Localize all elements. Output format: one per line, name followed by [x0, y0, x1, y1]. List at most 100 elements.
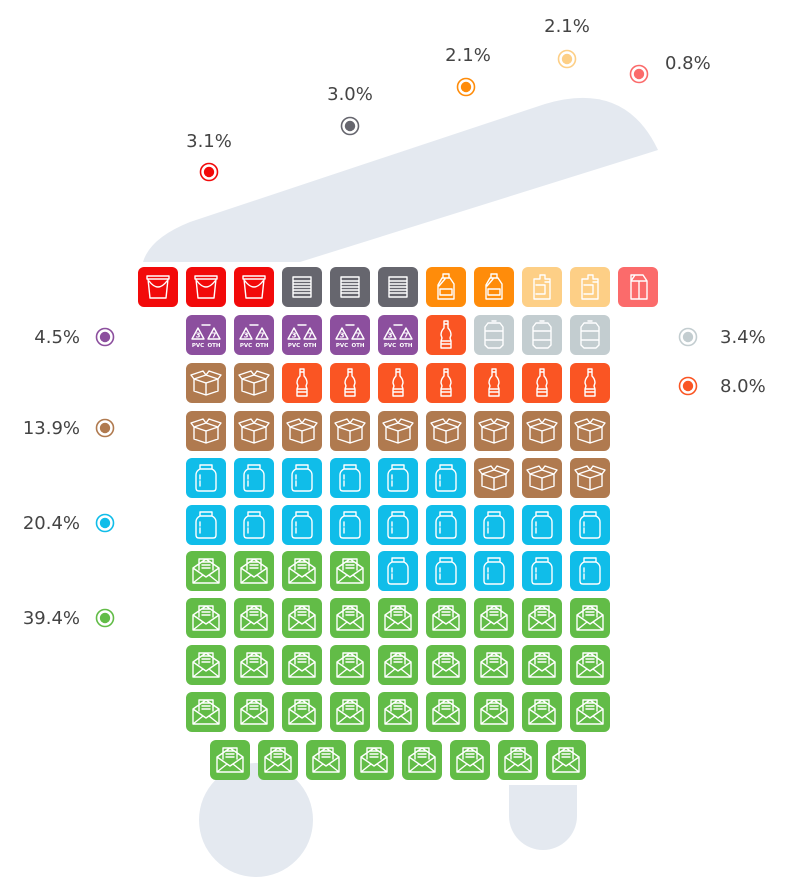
- plastic-bottle-icon: [440, 368, 452, 397]
- cell-tile: [474, 267, 514, 307]
- glass-jar-icon: [483, 511, 505, 539]
- can-icon: [340, 276, 360, 298]
- cell-tile: [474, 692, 514, 732]
- cell-tile: [426, 315, 466, 355]
- cell-tile: [282, 645, 322, 685]
- waffle-cell-green: [426, 598, 466, 638]
- waffle-cell-green: [426, 645, 466, 685]
- paper-envelope-icon: [432, 699, 460, 725]
- legend-marker-orange: [456, 77, 476, 97]
- cell-tile: [426, 692, 466, 732]
- aluminium-can-icon: [484, 320, 504, 349]
- waffle-cell-brown: [330, 411, 370, 451]
- data-label-green: 39.4%: [23, 608, 80, 629]
- data-label-orangered: 8.0%: [720, 376, 766, 397]
- cell-tile: [330, 363, 370, 403]
- plastic-bottle-icon: [392, 368, 404, 397]
- svg-text:7: 7: [212, 332, 217, 340]
- cell-tile: [570, 267, 610, 307]
- data-label-salmon: 0.8%: [665, 53, 711, 74]
- paper-envelope-icon: [240, 699, 268, 725]
- glass-jar-icon: [531, 557, 553, 585]
- cardboard-box-icon: [526, 418, 558, 444]
- waffle-cell-green: [210, 740, 250, 780]
- glass-jar-icon: [291, 511, 313, 539]
- waffle-cell-green: [546, 740, 586, 780]
- waffle-cell-brown: [474, 458, 514, 498]
- waffle-cell-lightorange: [522, 267, 562, 307]
- cell-tile: [378, 692, 418, 732]
- waffle-cell-green: [474, 645, 514, 685]
- cell-tile: [522, 692, 562, 732]
- waffle-cell-brown: [570, 411, 610, 451]
- data-label-purple: 4.5%: [34, 327, 80, 348]
- waffle-cell-red: [234, 267, 274, 307]
- svg-text:3: 3: [244, 332, 249, 340]
- glass-jar-icon: [339, 464, 361, 492]
- paper-envelope-icon: [528, 652, 556, 678]
- waffle-cell-brown: [378, 411, 418, 451]
- legend-marker-salmon: [629, 64, 649, 84]
- glass-jar-icon: [339, 511, 361, 539]
- glass-jar-icon: [483, 557, 505, 585]
- glass-jar-icon: [531, 511, 553, 539]
- svg-text:3: 3: [340, 332, 345, 340]
- waffle-cell-green: [282, 645, 322, 685]
- svg-text:PVC: PVC: [288, 343, 300, 349]
- waffle-cell-lightorange: [570, 267, 610, 307]
- cell-tile: [474, 363, 514, 403]
- plastic-bottle-icon: [536, 368, 548, 397]
- waffle-cell-orangered: [426, 363, 466, 403]
- waffle-cell-blue: [570, 505, 610, 545]
- waffle-cell-blue: [330, 458, 370, 498]
- waffle-cell-green: [186, 692, 226, 732]
- paper-envelope-icon: [408, 747, 436, 773]
- waffle-cell-brown: [426, 411, 466, 451]
- cell-tile: [330, 692, 370, 732]
- bucket-icon: [242, 275, 266, 299]
- jerrycan-icon: [533, 274, 551, 300]
- waffle-cell-blue: [522, 505, 562, 545]
- glass-jar-icon: [195, 464, 217, 492]
- waffle-cell-blue: [378, 551, 418, 591]
- legend-marker-purple: [95, 327, 115, 347]
- plastic-bottle-icon: [296, 368, 308, 397]
- cell-tile: [330, 598, 370, 638]
- cell-tile: [234, 598, 274, 638]
- legend-marker-red: [199, 162, 219, 182]
- waffle-cell-blue: [330, 505, 370, 545]
- paper-envelope-icon: [480, 652, 508, 678]
- svg-text:7: 7: [260, 332, 265, 340]
- cell-tile: [426, 645, 466, 685]
- waffle-cell-green: [234, 692, 274, 732]
- svg-text:3: 3: [292, 332, 297, 340]
- cell-tile: [426, 363, 466, 403]
- cell-tile: [402, 740, 442, 780]
- cell-tile: [546, 740, 586, 780]
- waffle-cell-red: [138, 267, 178, 307]
- cell-tile: [522, 267, 562, 307]
- paper-envelope-icon: [288, 652, 316, 678]
- paper-envelope-icon: [240, 652, 268, 678]
- bin-lid: [143, 97, 658, 262]
- cell-tile: [330, 551, 370, 591]
- waffle-cell-green: [282, 551, 322, 591]
- paper-envelope-icon: [432, 605, 460, 631]
- cell-tile: [282, 505, 322, 545]
- waffle-cell-lightgray: [522, 315, 562, 355]
- waffle-cell-brown: [186, 411, 226, 451]
- waffle-cell-brown: [522, 411, 562, 451]
- cell-tile: [618, 267, 658, 307]
- cell-tile: [186, 692, 226, 732]
- detergent-bottle-icon: [437, 273, 455, 300]
- cell-tile: [186, 458, 226, 498]
- legend-marker-blue: [95, 513, 115, 533]
- cell-tile: [570, 363, 610, 403]
- cell-tile: [258, 740, 298, 780]
- waffle-cell-green: [378, 645, 418, 685]
- waffle-cell-green: [402, 740, 442, 780]
- waffle-cell-green: [522, 598, 562, 638]
- waffle-cell-green: [450, 740, 490, 780]
- waffle-cell-blue: [426, 551, 466, 591]
